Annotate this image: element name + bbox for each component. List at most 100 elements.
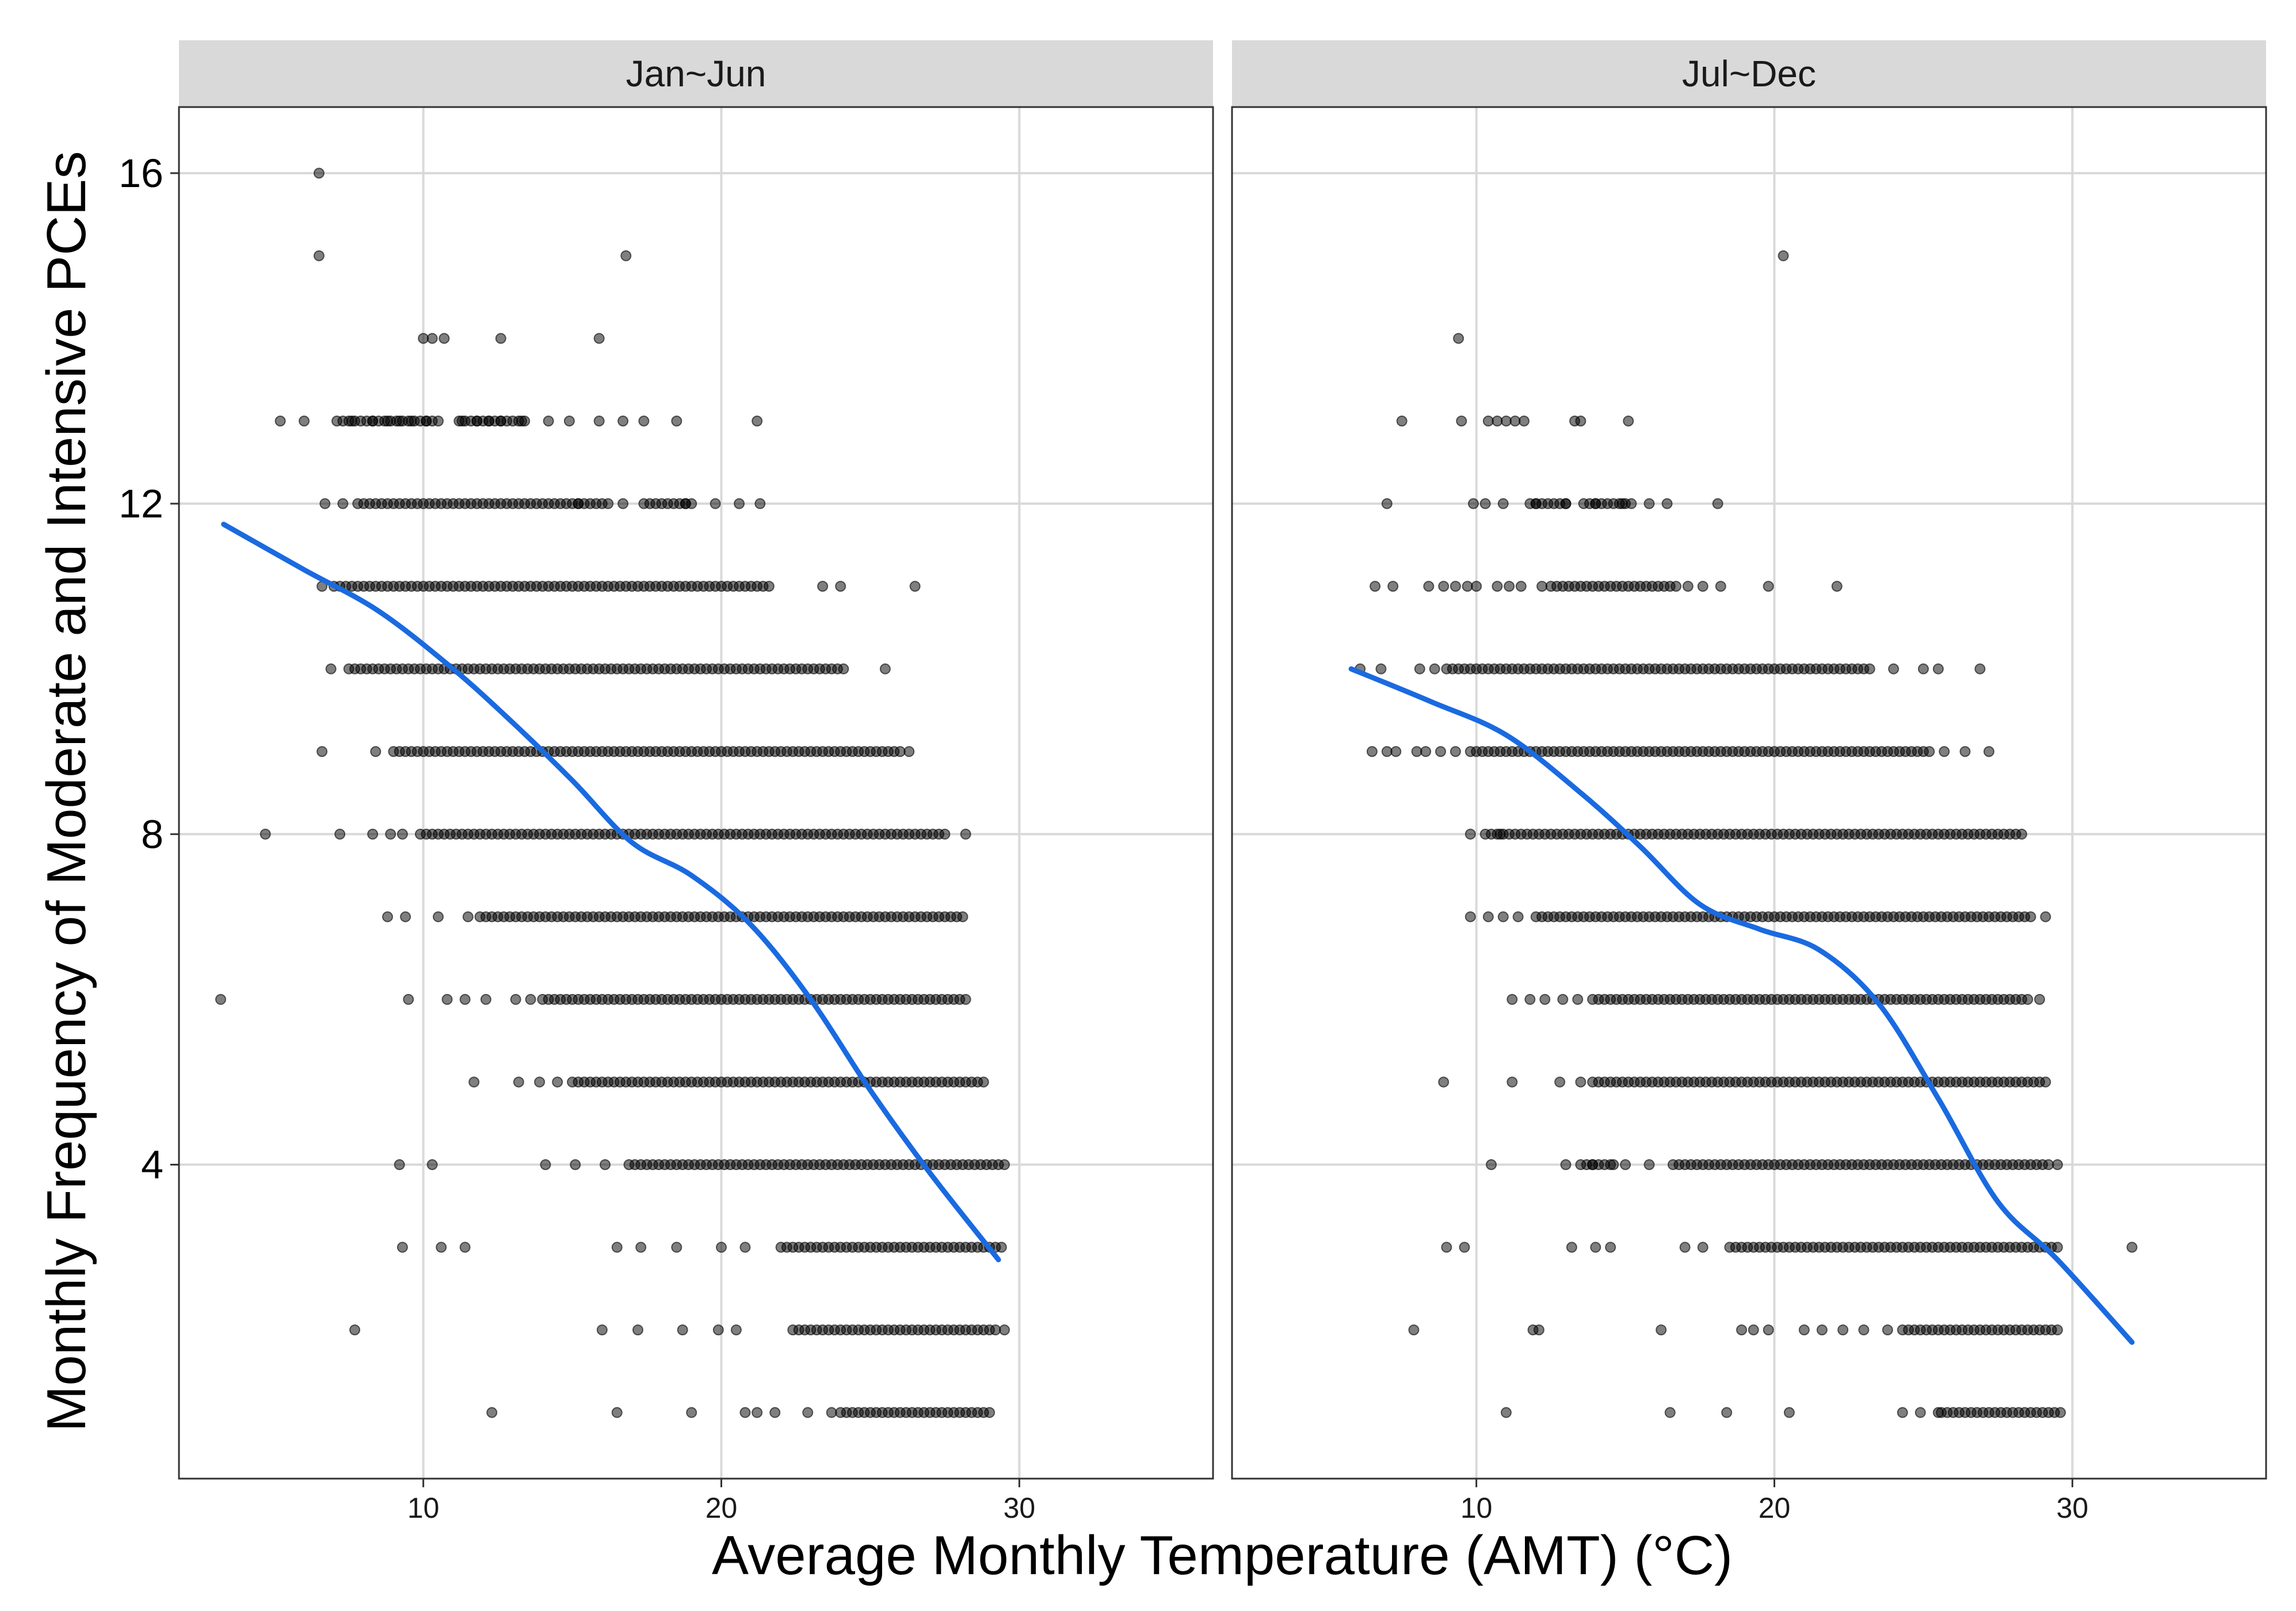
data-point-jul-dec xyxy=(1917,663,1929,675)
data-point-jan-jun xyxy=(495,333,506,344)
data-point-jan-jun xyxy=(382,911,394,923)
data-point-jan-jun xyxy=(879,663,891,675)
data-point-jul-dec xyxy=(1467,498,1479,509)
data-point-jul-dec xyxy=(1396,416,1408,427)
data-point-jul-dec xyxy=(2022,993,2034,1005)
facet-strip-jul-dec xyxy=(1232,40,2266,106)
data-point-jul-dec xyxy=(1605,1241,1616,1253)
smooth-line-jan-jun xyxy=(221,521,1001,1263)
data-point-jul-dec xyxy=(1914,1407,1926,1418)
data-point-jan-jun xyxy=(316,746,328,757)
data-point-jul-dec xyxy=(1438,1076,1450,1088)
data-point-jan-jun xyxy=(370,746,382,757)
data-point-jul-dec xyxy=(1509,416,1521,427)
data-point-jan-jun xyxy=(382,416,394,427)
data-point-jan-jun xyxy=(600,1159,611,1170)
panel-border-jan-jun xyxy=(178,106,1214,1480)
facet-panel-jan-jun: Jan~Jun 10 20 30 xyxy=(178,40,1214,1524)
data-point-jul-dec xyxy=(1441,1241,1452,1253)
data-point-jul-dec xyxy=(1429,663,1440,675)
data-point-jul-dec xyxy=(1679,1241,1691,1253)
data-point-jan-jun xyxy=(513,1076,524,1088)
data-point-jan-jun xyxy=(433,416,444,427)
data-point-jul-dec xyxy=(1414,663,1425,675)
data-point-jul-dec xyxy=(1381,498,1393,509)
data-point-jul-dec xyxy=(1608,1159,1619,1170)
data-point-jan-jun xyxy=(349,1324,361,1336)
data-point-jul-dec xyxy=(1697,581,1708,592)
gridlines-jul-dec xyxy=(1232,107,2266,1479)
data-point-jan-jun xyxy=(543,416,554,427)
data-point-jan-jun xyxy=(984,1407,996,1418)
data-point-jul-dec xyxy=(1623,416,1634,427)
data-point-jan-jun xyxy=(593,416,605,427)
data-point-jul-dec xyxy=(1492,581,1503,592)
data-point-jul-dec xyxy=(1519,416,1530,427)
data-point-jan-jun xyxy=(400,911,411,923)
data-point-jul-dec xyxy=(1482,416,1494,427)
data-point-jul-dec xyxy=(2040,911,2051,923)
data-point-jul-dec xyxy=(1450,746,1461,757)
data-point-jul-dec xyxy=(1420,746,1432,757)
data-point-jul-dec xyxy=(1453,333,1464,344)
data-point-jan-jun xyxy=(680,498,691,509)
data-point-jan-jun xyxy=(346,416,357,427)
data-point-jul-dec xyxy=(1536,581,1548,592)
data-point-jan-jun xyxy=(960,828,971,840)
data-point-jan-jun xyxy=(894,746,906,757)
data-point-jan-jun xyxy=(769,1407,781,1418)
data-point-jan-jun xyxy=(486,1407,498,1418)
x-tick-label: 20 xyxy=(1759,1492,1791,1524)
y-tick-label: 8 xyxy=(141,812,163,856)
data-point-jul-dec xyxy=(1497,911,1509,923)
y-axis-ticks: 4 8 12 16 xyxy=(119,151,179,1187)
data-point-jul-dec xyxy=(2051,1159,2063,1170)
data-point-jan-jun xyxy=(620,250,632,261)
data-point-jul-dec xyxy=(1554,1076,1566,1088)
data-point-jan-jun xyxy=(480,993,491,1005)
data-point-jul-dec xyxy=(1837,1324,1849,1336)
data-point-jul-dec xyxy=(1423,581,1435,592)
data-point-jul-dec xyxy=(1390,746,1402,757)
data-point-jan-jun xyxy=(990,1324,1001,1336)
data-point-jan-jun xyxy=(716,1241,727,1253)
data-point-jul-dec xyxy=(1533,1324,1544,1336)
data-point-jul-dec xyxy=(1557,993,1569,1005)
data-point-jul-dec xyxy=(1572,993,1584,1005)
data-point-jul-dec xyxy=(1858,1324,1870,1336)
y-tick-label: 4 xyxy=(141,1142,163,1187)
data-point-jan-jun xyxy=(462,911,474,923)
data-point-jan-jun xyxy=(319,498,331,509)
data-point-jul-dec xyxy=(1643,498,1655,509)
data-point-jul-dec xyxy=(1712,498,1723,509)
data-point-jan-jun xyxy=(396,828,408,840)
data-point-jan-jun xyxy=(325,663,337,675)
data-point-jan-jun xyxy=(978,1076,989,1088)
data-point-jan-jun xyxy=(441,993,453,1005)
data-point-jul-dec xyxy=(1670,581,1682,592)
data-point-jan-jun xyxy=(337,498,349,509)
data-point-jan-jun xyxy=(960,993,971,1005)
data-point-jul-dec xyxy=(1500,416,1512,427)
data-point-jul-dec xyxy=(1464,828,1476,840)
data-point-jul-dec xyxy=(1616,498,1628,509)
data-point-jan-jun xyxy=(593,333,605,344)
data-point-jul-dec xyxy=(1682,581,1694,592)
data-point-jan-jun xyxy=(998,1324,1010,1336)
data-point-jul-dec xyxy=(1939,746,1950,757)
data-point-jan-jun xyxy=(939,828,951,840)
data-point-jan-jun xyxy=(456,416,468,427)
data-point-jul-dec xyxy=(2043,1159,2054,1170)
x-axis-ticks-jan-jun: 10 20 30 xyxy=(407,1479,1035,1524)
data-point-jan-jun xyxy=(686,1407,697,1418)
data-point-jul-dec xyxy=(1515,581,1527,592)
data-point-jul-dec xyxy=(1504,581,1515,592)
data-point-jul-dec xyxy=(1506,993,1518,1005)
data-point-jul-dec xyxy=(1664,1407,1676,1418)
data-point-jul-dec xyxy=(1590,498,1601,509)
data-point-jan-jun xyxy=(710,498,721,509)
data-point-jul-dec xyxy=(1560,1159,1572,1170)
data-point-jul-dec xyxy=(2051,1241,2063,1253)
data-point-jan-jun xyxy=(403,993,414,1005)
facet-title-jan-jun: Jan~Jun xyxy=(626,53,766,94)
